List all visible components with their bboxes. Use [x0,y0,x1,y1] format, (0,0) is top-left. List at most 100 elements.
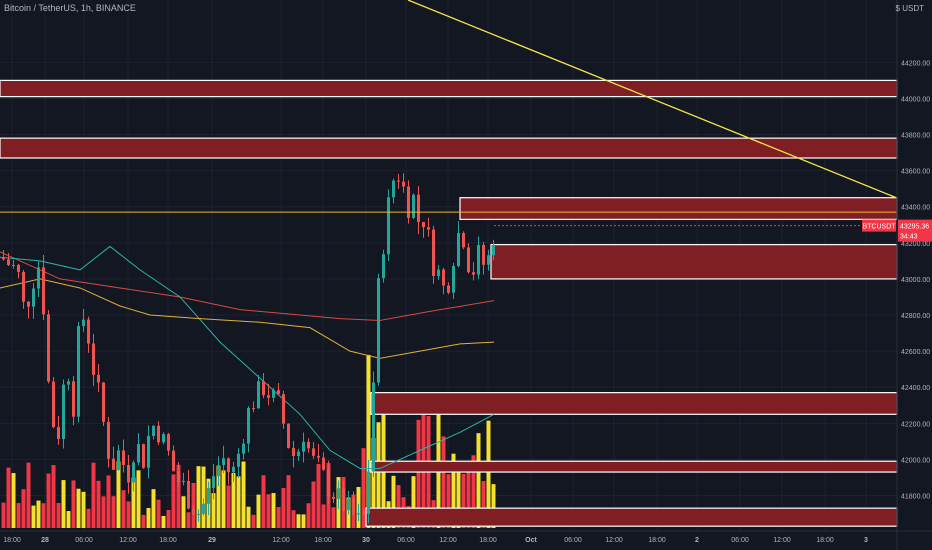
volume-bar [121,490,126,528]
time-tick-label: 06:00 [75,537,93,544]
candle-body [492,245,495,256]
volume-bar [196,466,201,528]
volume-bar [481,481,486,528]
candle-body [267,395,270,398]
volume-bar [231,472,236,528]
volume-bar [261,475,266,528]
volume-bar [216,465,221,528]
volume-bar [136,470,141,528]
zone-box[interactable] [490,244,898,280]
moving-average-red [0,251,495,321]
candle-body [242,443,245,454]
candle-body [142,444,145,468]
candle-body [227,458,230,473]
candle-body [67,381,70,385]
candle-body [412,194,415,218]
price-tick-label: 43600.00 [901,169,930,176]
candle-body [62,384,65,439]
volume-bar [306,503,311,528]
time-tick-label: 12:00 [119,537,137,544]
candle-body [97,374,100,383]
price-tick-label: 42000.00 [901,457,930,464]
volume-bar [186,512,191,528]
volume-bar [366,354,371,528]
zone-box[interactable] [0,79,898,98]
candle-body [2,257,5,260]
candle-body [367,471,370,514]
volume-bar [181,496,186,528]
candle-body [337,488,340,499]
volume-bar [296,514,301,528]
candle-body [172,450,175,472]
price-axis[interactable]: 44200.00 44000.00 43800.00 43600.00 43400.00… [896,0,930,550]
volume-bar [461,473,466,528]
candle-body [402,181,405,187]
volume-bar [21,489,26,528]
zone-box[interactable] [365,507,898,527]
candle-body [272,390,275,398]
price-tick-label: 44000.00 [901,96,930,103]
volume-bar [236,476,241,528]
volume-bar [1,502,6,528]
candle-body [377,278,380,383]
candle-body [277,390,280,395]
candle-body [417,194,420,222]
zone-box[interactable] [370,392,898,415]
volume-bar [416,419,421,528]
candle-body [462,233,465,248]
volume-bar [471,455,476,528]
candle-body [392,180,395,198]
volume-bar [411,476,416,528]
candle-body [442,269,445,286]
candle-body [107,421,110,459]
volume-bar [51,465,56,528]
symbol-label: BTCUSDT [862,224,896,231]
volume-bar [116,461,121,528]
volume-bar [446,474,451,528]
zone-box[interactable] [370,460,898,473]
candle-body [257,381,260,409]
price-tick-label: 42600.00 [901,349,930,356]
candle-body [52,381,55,428]
volume-bar [201,466,206,528]
time-tick-label: 18:00 [648,537,666,544]
price-tick-label: 42200.00 [901,421,930,428]
candle-body [302,441,305,452]
candle-body [57,427,60,439]
candle-body [352,498,355,515]
zone-box[interactable] [459,197,898,220]
volume-bar [31,505,36,528]
time-axis[interactable]: 18:00 28 06:00 12:00 18:00 29 12:00 18:00 30 06:0… [0,530,932,544]
volume-bar [371,437,376,528]
volume-bar [441,436,446,528]
candle-body [187,481,190,509]
volume-bar [171,474,176,528]
volume-bar [96,480,101,528]
candle-body [452,266,455,293]
candle-body [192,508,195,515]
zone-box[interactable] [0,137,898,159]
price-tick-label: 41800.00 [901,494,930,501]
candle-body [167,434,170,451]
candle-body [247,408,250,444]
candle-body [202,503,205,514]
dollar-icon: $ [895,4,900,13]
trendline[interactable] [407,0,898,199]
volume-bar [211,493,216,528]
currency-badge[interactable]: $ USDT [896,4,924,13]
candle-body [92,343,95,375]
volume-bar [246,506,251,528]
candle-body [127,465,130,483]
candle-body [22,271,25,302]
time-tick-label: 3 [864,537,868,544]
candle-body [482,244,485,265]
volume-bar [221,470,226,528]
candle-body [157,425,160,443]
volume-bar [46,473,51,528]
candle-body [42,267,45,315]
volume-bar [316,463,321,528]
volume-bar [126,501,131,528]
volume-bar [311,481,316,528]
candle-body [472,272,475,275]
